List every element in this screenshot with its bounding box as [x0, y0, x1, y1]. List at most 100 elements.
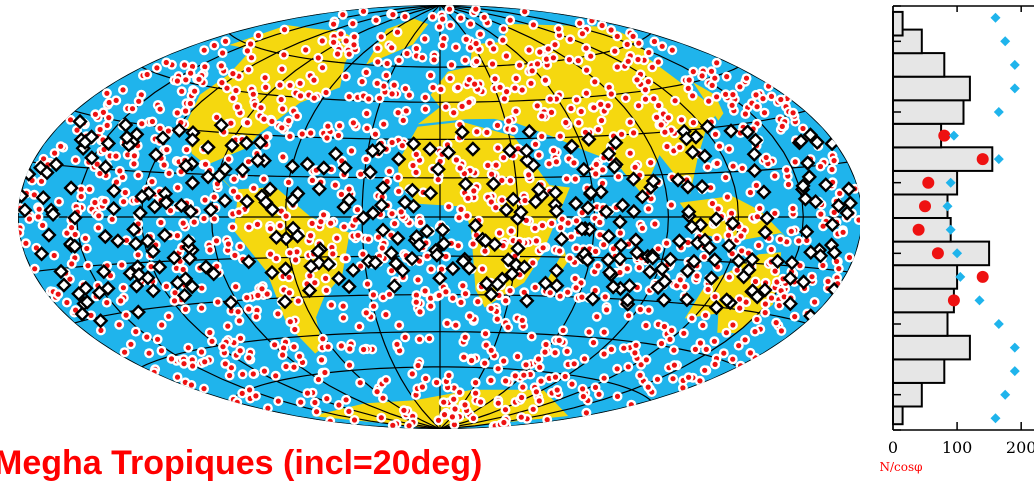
red-dot-marker: [508, 228, 514, 234]
red-dot-marker: [397, 348, 403, 354]
black-diamond-marker: [519, 152, 535, 168]
red-dot-marker: [608, 91, 614, 97]
red-dot-marker: [446, 372, 452, 378]
red-dot-marker: [659, 43, 665, 49]
red-dot-marker: [501, 155, 507, 161]
red-dot-marker: [499, 177, 505, 183]
red-dot-marker: [444, 320, 450, 326]
red-dot-marker: [544, 417, 550, 423]
red-dot-marker: [370, 292, 376, 298]
red-point: [922, 176, 935, 189]
red-dot-marker: [181, 62, 188, 68]
red-dot-marker: [235, 309, 241, 315]
red-dot-marker: [699, 73, 705, 79]
histogram-bar: [892, 52, 946, 78]
red-dot-marker: [597, 219, 603, 225]
red-dot-marker: [178, 169, 184, 175]
red-dot-marker: [287, 133, 293, 139]
black-diamond-marker: [405, 198, 422, 214]
red-dot-marker: [507, 17, 513, 23]
red-dot-marker: [398, 209, 404, 215]
red-dot-marker: [386, 291, 393, 297]
black-diamond-marker: [625, 171, 642, 187]
red-dot-marker: [441, 36, 447, 42]
red-dot-marker: [201, 47, 207, 53]
red-dot-marker: [632, 350, 638, 356]
red-dot-marker: [796, 238, 802, 244]
black-diamond-marker: [217, 161, 233, 177]
red-dot-marker: [598, 101, 604, 107]
red-dot-marker: [754, 104, 760, 110]
red-dot-marker: [470, 241, 476, 247]
red-dot-marker: [125, 152, 131, 158]
red-dot-marker: [287, 319, 293, 325]
red-dot-marker: [489, 171, 495, 177]
red-dot-marker: [519, 394, 525, 401]
red-dot-marker: [139, 121, 145, 127]
red-dot-marker: [98, 327, 104, 333]
red-dot-marker: [549, 220, 555, 226]
red-dot-marker: [67, 117, 74, 123]
red-dot-marker: [548, 109, 555, 115]
cyan-point: [1009, 83, 1020, 94]
red-dot-marker: [273, 255, 279, 262]
x-axis-label: N/cosφ: [879, 460, 922, 474]
red-dot-marker: [706, 98, 712, 104]
red-dot-marker: [680, 385, 686, 391]
red-dot-marker: [477, 31, 483, 37]
red-dot-marker: [41, 156, 47, 162]
red-dot-marker: [343, 255, 349, 261]
red-dot-marker: [488, 305, 494, 311]
red-dot-marker: [275, 311, 281, 317]
red-dot-marker: [361, 346, 367, 353]
red-dot-marker: [278, 208, 284, 214]
red-dot-marker: [123, 237, 130, 243]
black-diamond-marker: [63, 180, 79, 196]
red-dot-marker: [578, 108, 584, 115]
red-dot-marker: [513, 108, 519, 114]
red-dot-marker: [351, 42, 357, 48]
black-diamond-marker: [166, 250, 182, 266]
red-dot-marker: [347, 346, 353, 352]
black-diamond-marker: [619, 292, 636, 308]
red-dot-marker: [415, 277, 421, 283]
red-dot-marker: [84, 245, 90, 252]
red-dot-marker: [230, 95, 236, 101]
red-dot-marker: [151, 369, 157, 375]
red-dot-marker: [184, 147, 190, 153]
red-dot-marker: [357, 380, 363, 386]
black-diamond-marker: [527, 194, 544, 210]
histogram-bar: [892, 334, 971, 361]
red-dot-marker: [581, 356, 588, 362]
red-dot-marker: [389, 211, 395, 217]
black-diamond-marker: [405, 136, 422, 152]
red-dot-marker: [402, 14, 408, 20]
red-dot-marker: [440, 16, 446, 22]
black-diamond-marker: [686, 253, 702, 269]
red-dot-marker: [265, 405, 271, 411]
red-dot-marker: [199, 305, 205, 311]
red-dot-marker: [375, 45, 381, 51]
red-dot-marker: [117, 168, 123, 174]
red-dot-marker: [463, 36, 469, 42]
red-dot-marker: [358, 263, 364, 269]
red-dot-marker: [617, 269, 623, 276]
red-dot-marker: [809, 274, 815, 280]
red-dot-marker: [129, 106, 136, 112]
red-dot-marker: [389, 268, 395, 274]
red-dot-marker: [172, 290, 178, 296]
red-dot-marker: [625, 364, 631, 370]
red-dot-marker: [335, 51, 341, 57]
red-dot-marker: [207, 247, 213, 253]
red-dot-marker: [138, 92, 144, 98]
red-dot-marker: [413, 45, 419, 52]
black-diamond-marker: [97, 228, 113, 245]
red-dot-marker: [202, 161, 209, 167]
red-dot-marker: [714, 94, 720, 100]
red-dot-marker: [239, 390, 245, 396]
red-dot-marker: [295, 298, 301, 304]
red-dot-marker: [332, 182, 338, 188]
black-diamond-marker: [654, 261, 670, 277]
cyan-point: [1009, 366, 1020, 377]
red-dot-marker: [286, 179, 292, 185]
